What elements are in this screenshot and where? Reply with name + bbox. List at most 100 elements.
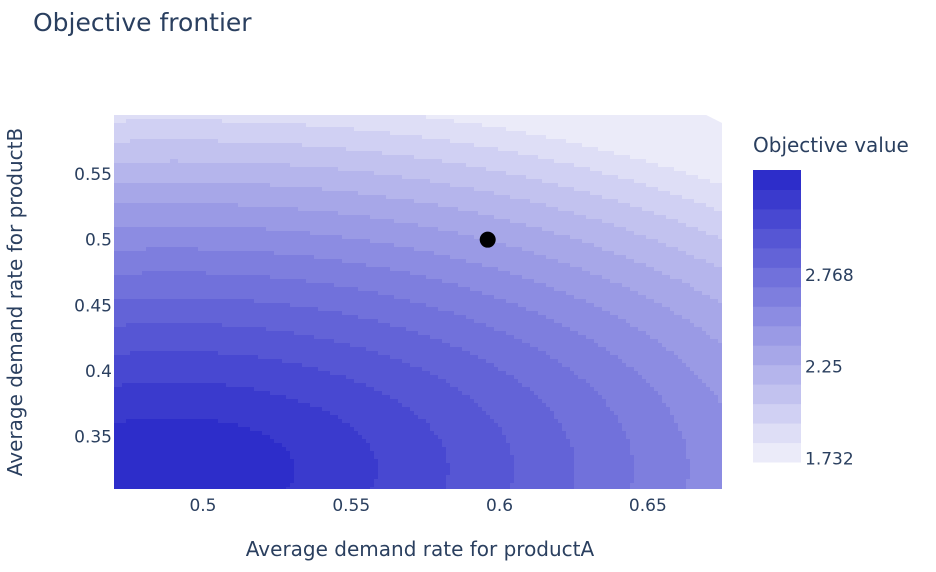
contour-cell xyxy=(618,419,675,424)
contour-cell xyxy=(662,271,722,276)
contour-cell xyxy=(370,215,495,220)
contour-cell xyxy=(622,283,691,288)
contour-cell xyxy=(562,323,631,328)
contour-cell xyxy=(114,407,323,412)
contour-cell xyxy=(394,295,495,300)
contour-cell xyxy=(114,395,287,400)
contour-cell xyxy=(114,251,275,256)
contour-cell xyxy=(678,427,722,432)
contour-cell xyxy=(462,391,535,396)
contour-cell xyxy=(126,323,223,328)
contour-cell xyxy=(654,267,722,272)
contour-cell xyxy=(434,251,535,256)
contour-cell xyxy=(114,435,271,440)
contour-cell xyxy=(322,407,411,412)
contour-cell xyxy=(438,227,543,232)
contour-cell xyxy=(702,327,722,332)
contour-cell xyxy=(606,347,667,352)
contour-cell xyxy=(342,311,455,316)
contour-cell xyxy=(522,383,591,388)
contour-cell xyxy=(618,355,679,360)
contour-cell xyxy=(554,319,627,324)
contour-cell xyxy=(114,195,387,200)
contour-cell xyxy=(714,207,722,212)
contour-cell xyxy=(466,259,559,264)
contour-cell xyxy=(714,263,722,268)
contour-cell xyxy=(114,375,347,380)
plot-area[interactable] xyxy=(114,115,723,492)
contour-cell xyxy=(578,375,643,380)
contour-cell xyxy=(402,403,479,408)
contour-cell xyxy=(570,263,647,268)
contour-cell xyxy=(686,251,722,256)
contour-cell xyxy=(678,355,722,360)
contour-cell xyxy=(114,359,283,364)
contour-cell xyxy=(478,355,551,360)
contour-cell xyxy=(114,275,271,280)
contour-cell xyxy=(578,331,647,336)
contour-cell xyxy=(590,167,675,172)
contour-cell xyxy=(346,375,439,380)
contour-cell xyxy=(114,343,351,348)
contour-cell xyxy=(286,447,371,452)
contour-cell xyxy=(458,283,547,288)
contour-cell xyxy=(114,467,295,472)
contour-cell xyxy=(538,347,607,352)
contour-cell xyxy=(494,363,563,368)
contour-cell xyxy=(422,135,547,140)
x-axis-ticks: 0.5 0.55 0.6 0.65 xyxy=(189,496,666,516)
contour-cell xyxy=(438,307,527,312)
contour-cell xyxy=(594,339,659,344)
contour-cell xyxy=(218,351,379,356)
colorbar-segment xyxy=(753,364,801,385)
contour-cell xyxy=(518,151,615,156)
contour-cell xyxy=(114,431,263,436)
contour-cell xyxy=(114,315,359,320)
contour-cell xyxy=(510,487,575,489)
contour-cell xyxy=(338,167,487,172)
contour-cell xyxy=(438,375,515,380)
contour-cell xyxy=(666,215,722,220)
contour-cell xyxy=(538,155,631,160)
contour-cell xyxy=(114,143,303,148)
contour-cell xyxy=(114,183,271,188)
contour-cell xyxy=(634,463,691,468)
contour-cell xyxy=(342,419,427,424)
contour-cell xyxy=(458,387,531,392)
contour-cell xyxy=(394,219,511,224)
colorbar-segment xyxy=(753,403,801,424)
contour-cell xyxy=(294,479,375,484)
contour-cell xyxy=(294,463,379,468)
contour-cell xyxy=(602,395,663,400)
contour-cell xyxy=(114,371,331,376)
contour-cell xyxy=(650,383,707,388)
contour-cell xyxy=(318,307,439,312)
contour-cell xyxy=(354,427,431,432)
contour-cell xyxy=(490,415,555,420)
contour-cell xyxy=(510,219,603,224)
contour-cell xyxy=(418,415,491,420)
contour-cell xyxy=(586,215,667,220)
contour-cell xyxy=(686,455,722,460)
contour-cell xyxy=(510,483,575,488)
contour-cell xyxy=(510,195,603,200)
contour-cell xyxy=(514,455,575,460)
contour-cell xyxy=(410,299,507,304)
contour-cell xyxy=(298,399,399,404)
contour-cell xyxy=(602,195,683,200)
contour-cell xyxy=(666,347,722,352)
colorbar-segment xyxy=(753,208,801,229)
colorbar-segment xyxy=(753,442,801,463)
contour-cell xyxy=(506,299,587,304)
contour-cell xyxy=(114,191,359,196)
objective-marker[interactable] xyxy=(479,231,496,248)
contour-cell xyxy=(626,435,683,440)
y-tick-label: 0.4 xyxy=(85,362,112,382)
contour-cell xyxy=(374,451,447,456)
contour-cell xyxy=(114,123,307,128)
contour-cell xyxy=(114,367,319,372)
contour-cell xyxy=(114,487,287,489)
contour-cell xyxy=(390,395,471,400)
contour-cell xyxy=(294,459,379,464)
contour-cell xyxy=(114,391,271,396)
